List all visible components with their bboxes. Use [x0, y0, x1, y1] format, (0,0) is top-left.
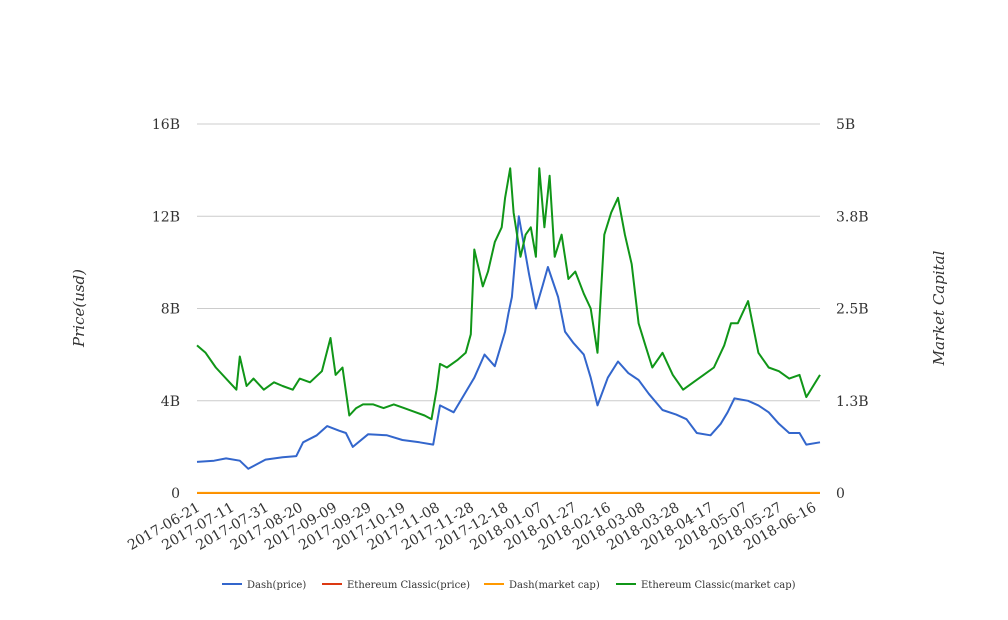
right-tick-label: 5B: [836, 117, 855, 133]
series-layer: [196, 167, 821, 494]
right-tick-label: 3.8B: [836, 209, 869, 225]
legend-label: Dash(price): [247, 580, 306, 591]
left-tick-label: 12B: [152, 209, 180, 225]
x-axis-ticks: 2017-06-212017-07-112017-07-312017-08-20…: [125, 500, 819, 554]
right-tick-label: 1.3B: [836, 394, 869, 410]
legend-item: Ethereum Classic(price): [322, 580, 470, 591]
legend-item: Dash(market cap): [484, 580, 600, 591]
series-line-0: [196, 215, 821, 470]
legend-label: Ethereum Classic(market cap): [641, 580, 796, 591]
legend-item: Dash(price): [222, 580, 306, 591]
legend-item: Ethereum Classic(market cap): [616, 580, 796, 591]
left-axis-title: Price(usd): [70, 269, 88, 348]
left-tick-label: 0: [171, 486, 180, 502]
left-axis-ticks: 0 4B 8B 12B 16B: [152, 117, 180, 502]
legend: Dash(price) Ethereum Classic(price) Dash(m…: [222, 580, 796, 591]
left-tick-label: 16B: [152, 117, 180, 133]
right-axis-ticks: 0 1.3B 2.5B 3.8B 5B: [836, 117, 869, 502]
legend-label: Ethereum Classic(price): [347, 580, 470, 591]
right-tick-label: 0: [836, 486, 845, 502]
right-tick-label: 2.5B: [836, 302, 869, 318]
right-axis-title: Market Capital: [930, 250, 948, 366]
left-tick-label: 4B: [161, 394, 180, 410]
legend-label: Dash(market cap): [509, 580, 600, 591]
left-tick-label: 8B: [161, 302, 180, 318]
series-line-3: [196, 167, 821, 421]
